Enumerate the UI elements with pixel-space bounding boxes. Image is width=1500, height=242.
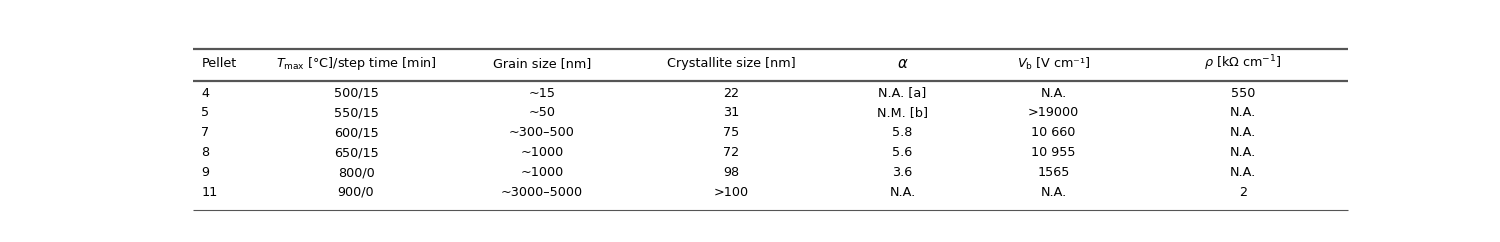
Text: $\rho$ [k$\Omega$ cm$^{-1}$]: $\rho$ [k$\Omega$ cm$^{-1}$] [1204,54,1281,73]
Text: $V_{\mathrm{b}}$ [V cm⁻¹]: $V_{\mathrm{b}}$ [V cm⁻¹] [1017,55,1090,72]
Text: 650/15: 650/15 [333,146,378,159]
Text: 4: 4 [201,87,210,99]
Text: 600/15: 600/15 [333,126,378,139]
Text: 10 955: 10 955 [1032,146,1076,159]
Text: ~15: ~15 [528,87,555,99]
Text: 5.6: 5.6 [892,146,912,159]
Text: 11: 11 [201,186,217,199]
Text: 2: 2 [1239,186,1246,199]
Text: 5: 5 [201,106,210,119]
Text: ~1000: ~1000 [520,166,564,179]
Text: >19000: >19000 [1028,106,1078,119]
Text: ~3000–5000: ~3000–5000 [501,186,584,199]
Text: N.A.: N.A. [1230,106,1256,119]
Text: ~1000: ~1000 [520,146,564,159]
Text: $\alpha$: $\alpha$ [897,56,908,71]
Text: 5.8: 5.8 [892,126,912,139]
Text: 800/0: 800/0 [338,166,375,179]
Text: Crystallite size [nm]: Crystallite size [nm] [668,57,796,70]
Text: 72: 72 [723,146,740,159]
Text: N.A.: N.A. [1230,126,1256,139]
Text: 500/15: 500/15 [333,87,378,99]
Text: ~50: ~50 [528,106,555,119]
Text: Pellet: Pellet [201,57,237,70]
Text: >100: >100 [714,186,748,199]
Text: Grain size [nm]: Grain size [nm] [494,57,591,70]
Text: 1565: 1565 [1038,166,1070,179]
Text: 8: 8 [201,146,210,159]
Text: 550/15: 550/15 [333,106,378,119]
Text: N.M. [b]: N.M. [b] [878,106,928,119]
Text: 75: 75 [723,126,740,139]
Text: N.A.: N.A. [1230,166,1256,179]
Text: N.A.: N.A. [890,186,915,199]
Text: 22: 22 [723,87,740,99]
Text: 31: 31 [723,106,740,119]
Text: 10 660: 10 660 [1032,126,1076,139]
Text: N.A.: N.A. [1230,146,1256,159]
Text: $\mathit{T}_{\mathrm{max}}$ [°C]/step time [min]: $\mathit{T}_{\mathrm{max}}$ [°C]/step ti… [276,55,436,72]
Text: N.A. [a]: N.A. [a] [879,87,927,99]
Text: 7: 7 [201,126,210,139]
Text: 3.6: 3.6 [892,166,912,179]
Text: ~300–500: ~300–500 [509,126,574,139]
Text: N.A.: N.A. [1041,87,1066,99]
Text: N.A.: N.A. [1041,186,1066,199]
Text: 9: 9 [201,166,210,179]
Text: 900/0: 900/0 [338,186,375,199]
Text: 550: 550 [1232,87,1256,99]
Text: 98: 98 [723,166,740,179]
